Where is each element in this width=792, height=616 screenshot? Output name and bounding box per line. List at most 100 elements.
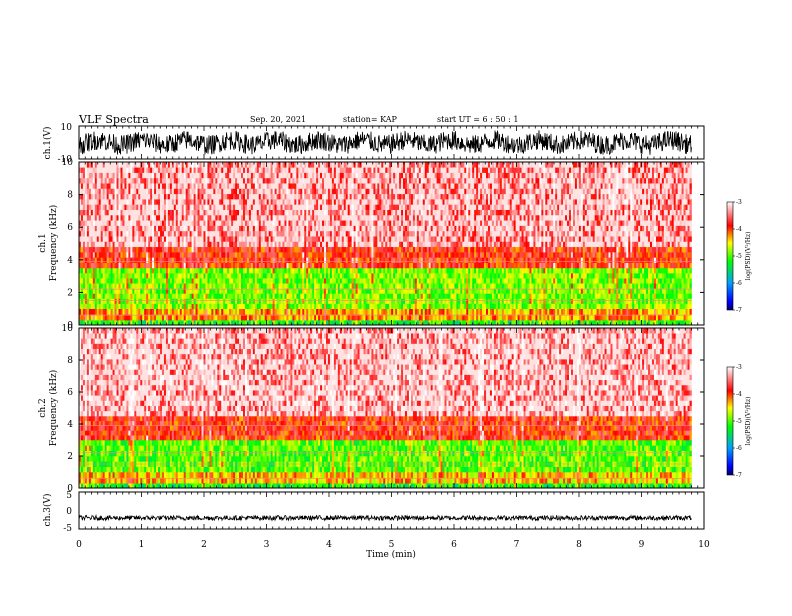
spectrogram-cell: [89, 241, 91, 247]
spectrogram-cell: [207, 304, 209, 309]
spectrogram-cell: [166, 293, 168, 298]
spectrogram-cell: [184, 210, 186, 216]
spectrogram-cell: [138, 278, 140, 283]
spectrogram-cell: [132, 215, 134, 221]
spectrogram-cell: [120, 304, 122, 309]
spectrogram-cell: [231, 252, 233, 258]
spectrogram-cell: [203, 304, 205, 309]
spectrogram-cell: [111, 226, 113, 232]
spectrogram-cell: [211, 226, 213, 232]
spectrogram-cell: [93, 178, 95, 184]
spectrogram-cell: [203, 199, 205, 205]
spectrogram-cell: [132, 199, 134, 205]
spectrogram-cell: [130, 273, 132, 278]
spectrogram-cell: [150, 215, 152, 221]
spectrogram-cell: [194, 194, 196, 200]
spectrogram-cell: [213, 241, 215, 247]
spectrogram-cell: [148, 204, 150, 210]
spectrogram-cell: [194, 215, 196, 221]
spectrogram-cell: [158, 226, 160, 232]
spectrogram-cell: [200, 278, 202, 283]
spectrogram-cell: [109, 273, 111, 278]
spectrogram-cell: [95, 226, 97, 232]
spectrogram-cell: [148, 226, 150, 232]
spectrogram-cell: [99, 268, 101, 273]
spectrogram-cell: [158, 252, 160, 258]
spectrogram-cell: [207, 178, 209, 184]
spectrogram-cell: [182, 167, 184, 173]
spectrogram-cell: [144, 293, 146, 298]
spectrogram-cell: [109, 263, 111, 269]
spectrogram-cell: [235, 241, 237, 247]
spectrogram-cell: [134, 263, 136, 269]
spectrogram-cell: [213, 257, 215, 263]
spectrogram-cell: [150, 304, 152, 309]
spectrogram-cell: [150, 263, 152, 269]
spectrogram-cell: [229, 299, 231, 304]
spectrogram-cell: [227, 252, 229, 258]
spectrogram-cell: [113, 241, 115, 247]
spectrogram-cell: [231, 247, 233, 253]
spectrogram-cell: [101, 252, 103, 258]
spectrogram-cell: [221, 199, 223, 205]
spectrogram-cell: [85, 226, 87, 232]
spectrogram-cell: [105, 273, 107, 278]
spectrogram-cell: [176, 299, 178, 304]
spectrogram-cell: [128, 167, 130, 173]
spectrogram-cell: [225, 268, 227, 273]
spectrogram-cell: [158, 231, 160, 237]
spectrogram-cell: [117, 173, 119, 179]
spectrogram-cell: [124, 204, 126, 210]
spectrogram-cell: [160, 299, 162, 304]
spectrogram-cell: [128, 236, 130, 242]
spectrogram-cell: [219, 204, 221, 210]
spectrogram-cell: [166, 226, 168, 232]
spectrogram-cell: [217, 299, 219, 304]
spectrogram-cell: [184, 263, 186, 269]
spectrogram-cell: [190, 247, 192, 253]
spectrogram-cell: [103, 247, 105, 253]
spectrogram-cell: [124, 167, 126, 173]
spectrogram-cell: [233, 241, 235, 247]
spectrogram-cell: [203, 231, 205, 237]
spectrogram-cell: [158, 194, 160, 200]
spectrogram-cell: [166, 178, 168, 184]
spectrogram-cell: [180, 183, 182, 189]
spectrogram-cell: [152, 283, 154, 288]
spectrogram-cell: [198, 257, 200, 263]
spectrogram-cell: [184, 231, 186, 237]
spectrogram-cell: [190, 178, 192, 184]
spectrogram-cell: [89, 278, 91, 283]
spectrogram-cell: [113, 283, 115, 288]
spectrogram-cell: [122, 220, 124, 226]
spectrogram-cell: [170, 204, 172, 210]
spectrogram-cell: [113, 247, 115, 253]
spectrogram-cell: [130, 167, 132, 173]
spectrogram-cell: [221, 173, 223, 179]
spectrogram-cell: [168, 252, 170, 258]
spectrogram-cell: [178, 183, 180, 189]
spectrogram-cell: [91, 188, 93, 194]
spectrogram-cell: [140, 220, 142, 226]
spectrogram-cell: [203, 273, 205, 278]
spectrogram-cell: [140, 204, 142, 210]
spectrogram-cell: [166, 278, 168, 283]
spectrogram-cell: [124, 210, 126, 216]
spectrogram-cell: [146, 283, 148, 288]
spectrogram-cell: [176, 173, 178, 179]
spectrogram-cell: [122, 178, 124, 184]
spectrogram-cell: [122, 183, 124, 189]
spectrogram-cell: [97, 247, 99, 253]
spectrogram-cell: [219, 162, 221, 168]
spectrogram-cell: [162, 304, 164, 309]
spectrogram-cell: [128, 257, 130, 263]
spectrogram-cell: [158, 178, 160, 184]
spectrogram-cell: [99, 215, 101, 221]
spectrogram-cell: [223, 167, 225, 173]
spectrogram-cell: [101, 162, 103, 168]
spectrogram-cell: [225, 247, 227, 253]
spectrogram-cell: [156, 210, 158, 216]
spectrogram-cell: [150, 210, 152, 216]
spectrogram-cell: [148, 304, 150, 309]
spectrogram-cell: [119, 304, 121, 309]
